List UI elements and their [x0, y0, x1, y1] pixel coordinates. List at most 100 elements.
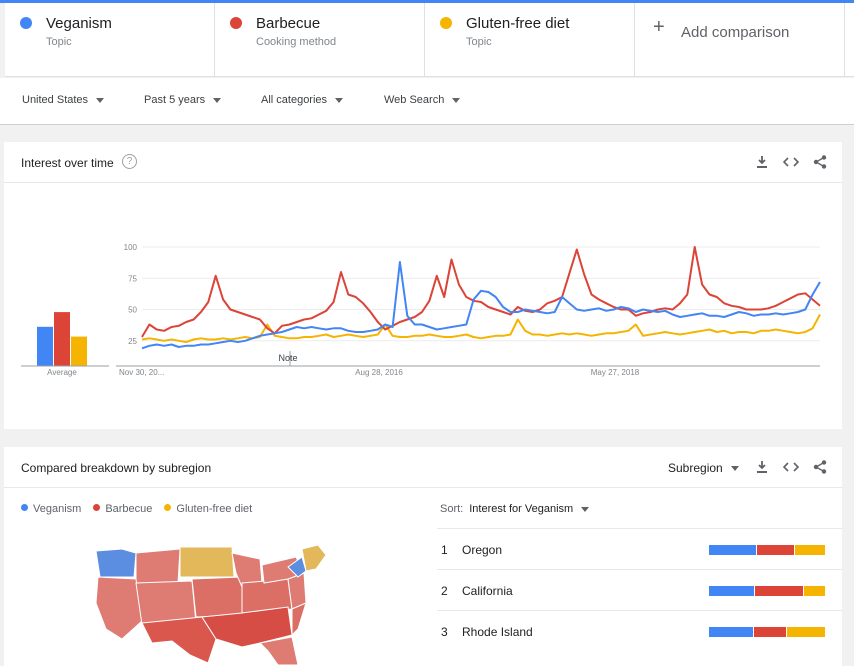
search-type-value: Web Search — [384, 94, 445, 106]
legend-dot — [164, 504, 172, 511]
share-segment — [804, 586, 825, 596]
embed-icon[interactable] — [782, 460, 800, 477]
legend-dot — [21, 504, 28, 511]
sort-label: Sort: — [440, 503, 464, 515]
subregion-dropdown[interactable]: Subregion — [668, 461, 739, 475]
card-header: Interest over time ? — [4, 142, 842, 183]
search-type-filter[interactable]: Web Search — [384, 94, 461, 106]
us-subregion-map[interactable] — [92, 543, 342, 665]
legend-dot — [93, 504, 101, 511]
chevron-down-icon — [452, 97, 461, 103]
note-label: Note — [278, 353, 297, 363]
map-legend: Veganism Barbecue Gluten-free diet — [21, 503, 252, 515]
map-region-south-west[interactable] — [141, 616, 217, 664]
share-segment — [755, 586, 805, 596]
x-tick-label: Nov 30, 20... — [119, 368, 164, 377]
embed-icon[interactable] — [782, 155, 800, 172]
series-line-gluten-free-diet — [141, 314, 821, 343]
veganism-color-dot — [20, 17, 32, 29]
region-name: Oregon — [462, 543, 503, 557]
share-segment — [709, 586, 756, 596]
region-value: United States — [22, 94, 89, 106]
share-segment — [754, 627, 787, 637]
legend-item-veganism: Veganism — [21, 503, 81, 515]
map-region-new-england[interactable] — [301, 544, 327, 572]
download-icon[interactable] — [755, 460, 769, 477]
series-line-barbecue — [141, 246, 821, 338]
share-segment — [794, 545, 825, 555]
rank-number: 3 — [441, 625, 448, 639]
legend-item-barbecue: Barbecue — [93, 503, 152, 515]
card-title: Interest over time — [21, 156, 114, 170]
add-comparison-label: Add comparison — [681, 24, 790, 41]
term-type: Topic — [46, 36, 72, 48]
y-tick-label: 25 — [128, 337, 137, 346]
add-comparison-button[interactable]: + Add comparison — [635, 3, 845, 76]
region-name: California — [462, 584, 513, 598]
map-region-plains[interactable] — [191, 576, 243, 618]
map-region-west[interactable] — [95, 576, 143, 640]
period-filter[interactable]: Past 5 years — [144, 94, 222, 106]
category-filter[interactable]: All categories — [261, 94, 344, 106]
gluten-free-color-dot — [440, 17, 452, 29]
legend-label: Gluten-free diet — [176, 503, 253, 515]
list-item[interactable]: 2 California — [437, 569, 842, 610]
term-veganism[interactable]: Veganism Topic — [5, 3, 215, 77]
sort-control[interactable]: Sort: Interest for Veganism — [440, 503, 590, 515]
subregion-value: Subregion — [668, 461, 723, 475]
average-bar-2 — [54, 312, 70, 366]
share-segment — [786, 627, 825, 637]
list-item[interactable]: 3 Rhode Island — [437, 610, 842, 651]
term-barbecue[interactable]: Barbecue Cooking method — [215, 3, 425, 77]
y-tick-label: 100 — [124, 243, 138, 252]
map-region-southeast[interactable] — [291, 602, 307, 637]
chevron-down-icon — [730, 466, 739, 472]
top-accent-bar — [0, 0, 854, 3]
plus-icon: + — [653, 16, 665, 38]
rank-number: 2 — [441, 584, 448, 598]
y-tick-label: 75 — [128, 274, 137, 283]
chevron-down-icon — [581, 506, 590, 512]
y-tick-label: 50 — [128, 306, 137, 315]
list-item[interactable]: 1 Oregon — [437, 528, 842, 569]
filter-bar: United States Past 5 years All categorie… — [0, 78, 854, 125]
barbecue-color-dot — [230, 17, 242, 29]
card-header: Compared breakdown by subregion Subregio… — [4, 447, 842, 488]
series-line-veganism — [141, 261, 821, 350]
map-region-northwest[interactable] — [95, 548, 137, 578]
chevron-down-icon — [96, 97, 105, 103]
x-tick-label: Aug 28, 2016 — [355, 368, 403, 377]
average-bar-1 — [37, 326, 53, 366]
interest-chart: 25 50 75 100 Nov 30, 20... Aug 28, 2016 May 27… — [21, 243, 821, 377]
card-title: Compared breakdown by subregion — [21, 461, 212, 475]
category-value: All categories — [261, 94, 328, 106]
share-segment — [709, 627, 755, 637]
help-icon[interactable]: ? — [122, 154, 137, 169]
region-filter[interactable]: United States — [22, 94, 105, 106]
subregion-breakdown-card: Compared breakdown by subregion Subregio… — [4, 447, 842, 666]
share-segment — [709, 545, 757, 555]
legend-item-gluten-free: Gluten-free diet — [164, 503, 252, 515]
download-icon[interactable] — [755, 155, 769, 172]
term-name: Barbecue — [256, 15, 321, 32]
map-region-mountain-north[interactable] — [135, 548, 181, 584]
share-icon[interactable] — [813, 460, 827, 477]
term-gluten-free-diet[interactable]: Gluten-free diet Topic — [425, 3, 635, 77]
region-name: Rhode Island — [462, 625, 533, 639]
share-bar — [709, 627, 825, 637]
average-bar-3 — [71, 336, 87, 366]
period-value: Past 5 years — [144, 94, 206, 106]
share-bar — [709, 586, 825, 596]
share-icon[interactable] — [813, 155, 827, 172]
term-name: Gluten-free diet — [466, 15, 570, 32]
map-region-north-central[interactable] — [179, 546, 235, 578]
map-region-florida[interactable] — [258, 636, 299, 665]
share-segment — [756, 545, 795, 555]
term-type: Cooking method — [256, 36, 337, 48]
rank-number: 1 — [441, 543, 448, 557]
term-name: Veganism — [46, 15, 112, 32]
map-region-south[interactable] — [201, 606, 293, 648]
x-tick-label: May 27, 2018 — [591, 368, 640, 377]
chevron-down-icon — [213, 97, 222, 103]
comparison-terms: Veganism Topic Barbecue Cooking method G… — [5, 3, 854, 77]
